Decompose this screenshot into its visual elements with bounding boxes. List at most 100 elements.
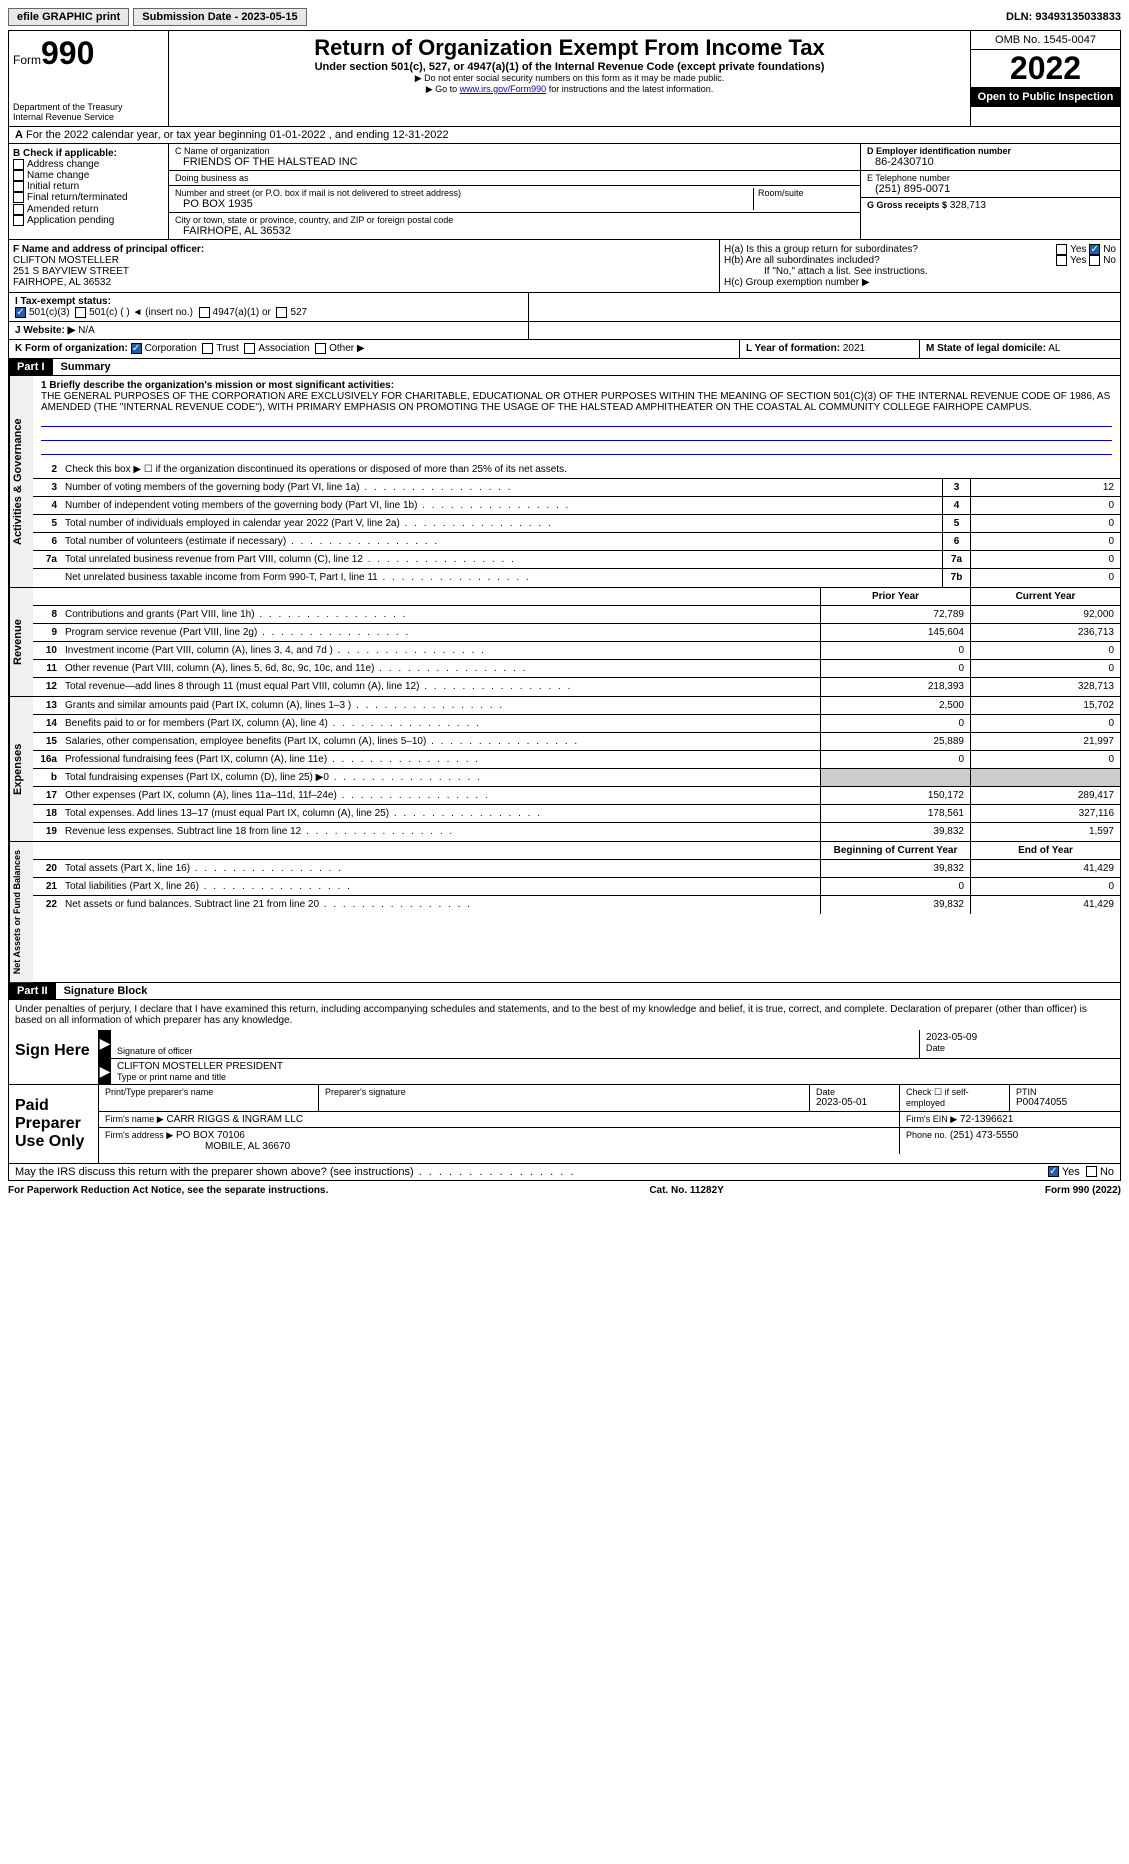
firm-ein: 72-1396621 <box>960 1114 1013 1125</box>
table-row: 15Salaries, other compensation, employee… <box>33 733 1120 751</box>
ha-no[interactable] <box>1089 244 1100 255</box>
k-assoc[interactable] <box>244 343 255 354</box>
no-text2: No <box>1103 255 1116 266</box>
submission-date-button[interactable]: Submission Date - 2023-05-15 <box>133 8 306 26</box>
check-pending[interactable] <box>13 215 24 226</box>
may-irs-row: May the IRS discuss this return with the… <box>8 1164 1121 1181</box>
table-row: 14Benefits paid to or for members (Part … <box>33 715 1120 733</box>
check-address-change[interactable] <box>13 159 24 170</box>
side-governance: Activities & Governance <box>9 376 33 587</box>
preparer-block: Paid Preparer Use Only Print/Type prepar… <box>8 1085 1121 1164</box>
opt-initial: Initial return <box>27 181 79 192</box>
check-final[interactable] <box>13 192 24 203</box>
part2-hdr: Part II <box>9 983 56 999</box>
table-row: 17Other expenses (Part IX, column (A), l… <box>33 787 1120 805</box>
paid-preparer-label: Paid Preparer Use Only <box>9 1085 99 1163</box>
hb-no[interactable] <box>1089 255 1100 266</box>
i-label: I Tax-exempt status: <box>15 296 111 307</box>
header-right: OMB No. 1545-0047 2022 Open to Public In… <box>970 31 1120 126</box>
officer-addr2: FAIRHOPE, AL 36532 <box>13 277 715 288</box>
signature-block: Sign Here ▶ Signature of officer 2023-05… <box>8 1030 1121 1085</box>
no-text: No <box>1103 244 1116 255</box>
phone-value: (251) 895-0071 <box>867 183 1114 195</box>
i-527[interactable] <box>276 307 287 318</box>
opt-pending: Application pending <box>27 215 114 226</box>
gross-receipts: 328,713 <box>950 200 986 211</box>
part1-title: Summary <box>53 359 119 375</box>
side-netassets: Net Assets or Fund Balances <box>9 842 33 982</box>
irs-link[interactable]: www.irs.gov/Form990 <box>460 84 547 94</box>
state-domicile: AL <box>1048 343 1060 354</box>
b-label: B Check if applicable: <box>13 148 164 159</box>
j-label: J Website: ▶ <box>15 325 75 336</box>
sig-arrow-icon: ▶ <box>99 1030 111 1058</box>
ptin-value: P00474055 <box>1016 1097 1114 1108</box>
date-label: Date <box>926 1043 1114 1053</box>
mission-text: THE GENERAL PURPOSES OF THE CORPORATION … <box>41 391 1112 413</box>
side-expenses: Expenses <box>9 697 33 841</box>
hb-yes[interactable] <box>1056 255 1067 266</box>
page-footer: For Paperwork Reduction Act Notice, see … <box>8 1181 1121 1200</box>
i-501c3[interactable] <box>15 307 26 318</box>
ha-yes[interactable] <box>1056 244 1067 255</box>
ssn-warning: Do not enter social security numbers on … <box>173 73 966 84</box>
current-year-hdr: Current Year <box>970 588 1120 605</box>
goto-post: for instructions and the latest informat… <box>546 84 713 94</box>
dept-treasury: Department of the Treasury <box>13 102 164 112</box>
col-h: H(a) Is this a group return for subordin… <box>720 240 1120 292</box>
prep-date-label: Date <box>816 1087 893 1097</box>
k-o2: Trust <box>216 344 238 355</box>
part2-title: Signature Block <box>56 983 156 999</box>
check-initial[interactable] <box>13 181 24 192</box>
uline <box>41 415 1112 427</box>
table-row: 6Total number of volunteers (estimate if… <box>33 533 1120 551</box>
sig-arrow-icon2: ▶ <box>99 1059 111 1084</box>
efile-button[interactable]: efile GRAPHIC print <box>8 8 129 26</box>
top-bar: efile GRAPHIC print Submission Date - 20… <box>8 8 1121 26</box>
self-emp-label: Check ☐ if self-employed <box>906 1087 1003 1108</box>
table-row: 7aTotal unrelated business revenue from … <box>33 551 1120 569</box>
col-d: D Employer identification number 86-2430… <box>860 144 1120 239</box>
k-corp[interactable] <box>131 343 142 354</box>
firm-ein-label: Firm's EIN ▶ <box>906 1114 957 1124</box>
row-i: I Tax-exempt status: 501(c)(3) 501(c) ( … <box>8 293 1121 322</box>
may-irs-no[interactable] <box>1086 1166 1097 1177</box>
table-row: 21Total liabilities (Part X, line 26)00 <box>33 878 1120 896</box>
k-trust[interactable] <box>202 343 213 354</box>
check-name-change[interactable] <box>13 170 24 181</box>
l-label: L Year of formation: <box>746 343 840 354</box>
prior-year-hdr: Prior Year <box>820 588 970 605</box>
table-row: 13Grants and similar amounts paid (Part … <box>33 697 1120 715</box>
omb-number: OMB No. 1545-0047 <box>971 31 1120 50</box>
form-header: Form990 Department of the Treasury Inter… <box>8 30 1121 127</box>
c-name-label: C Name of organization <box>175 146 854 156</box>
net-col-headers: Beginning of Current Year End of Year <box>33 842 1120 860</box>
i-501c[interactable] <box>75 307 86 318</box>
i-4947[interactable] <box>199 307 210 318</box>
cat-no: Cat. No. 11282Y <box>649 1185 723 1196</box>
end-year-hdr: End of Year <box>970 842 1120 859</box>
firm-addr-label: Firm's address ▶ <box>105 1130 173 1140</box>
e-label: E Telephone number <box>867 173 1114 183</box>
org-name: FRIENDS OF THE HALSTEAD INC <box>175 156 854 168</box>
yes-text3: Yes <box>1062 1166 1080 1178</box>
may-irs-yes[interactable] <box>1048 1166 1059 1177</box>
form-number: 990 <box>41 35 94 71</box>
typed-label: Type or print name and title <box>117 1072 1114 1082</box>
check-amended[interactable] <box>13 204 24 215</box>
goto-pre: Go to <box>435 84 460 94</box>
col-b: B Check if applicable: Address change Na… <box>9 144 169 239</box>
opt-amended: Amended return <box>27 204 99 215</box>
firm-name: CARR RIGGS & INGRAM LLC <box>166 1114 303 1125</box>
officer-addr1: 251 S BAYVIEW STREET <box>13 266 715 277</box>
dba-label: Doing business as <box>175 173 854 183</box>
opt-final: Final return/terminated <box>27 193 128 204</box>
k-other[interactable] <box>315 343 326 354</box>
uline <box>41 443 1112 455</box>
room-label: Room/suite <box>758 188 854 198</box>
table-row: 16aProfessional fundraising fees (Part I… <box>33 751 1120 769</box>
col-f: F Name and address of principal officer:… <box>9 240 720 292</box>
city-value: FAIRHOPE, AL 36532 <box>175 225 854 237</box>
pra-notice: For Paperwork Reduction Act Notice, see … <box>8 1185 328 1196</box>
table-row: 10Investment income (Part VIII, column (… <box>33 642 1120 660</box>
